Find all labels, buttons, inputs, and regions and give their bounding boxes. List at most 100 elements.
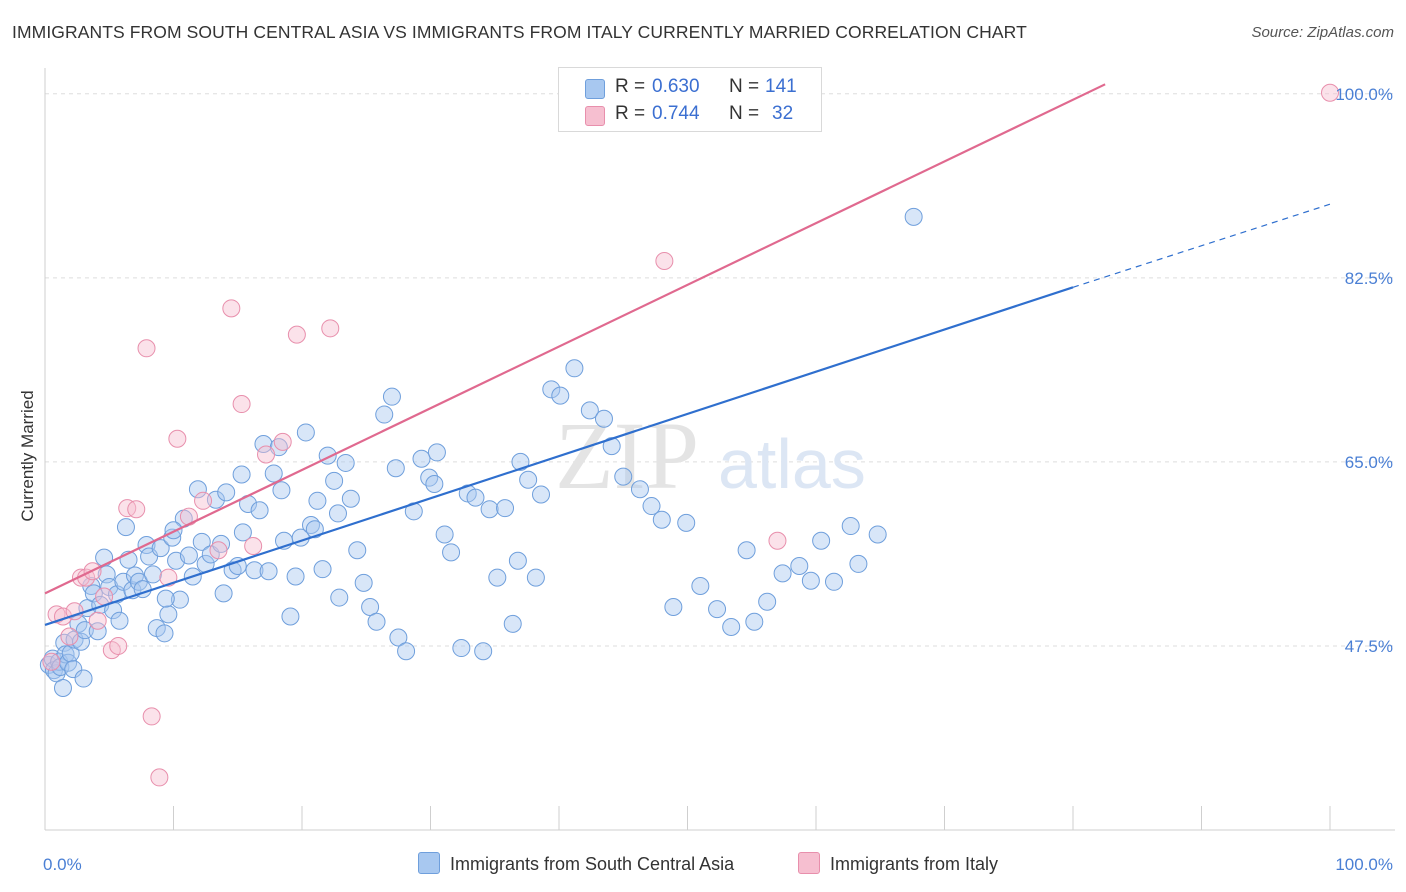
data-point-pink [88,611,107,630]
data-point-blue [790,557,809,576]
data-point-blue [192,532,211,551]
data-point-blue [325,471,344,490]
data-point-blue [519,470,538,489]
series-italy [42,83,1339,787]
data-point-blue [412,449,431,468]
data-point-pink [168,429,187,448]
data-point-blue [511,452,530,471]
data-point-blue [397,642,416,661]
data-point-blue [526,568,545,587]
data-point-blue [442,543,461,562]
y-tick-label: 100.0% [1335,85,1393,104]
data-point-blue [341,489,360,508]
data-point-blue [737,541,756,560]
data-point-blue [382,387,401,406]
data-point-blue [551,386,570,405]
data-point-blue [367,612,386,631]
data-point-blue [74,669,93,688]
data-point-blue [503,614,522,633]
data-point-blue [758,592,777,611]
data-point-blue [328,504,347,523]
data-point-blue [722,618,741,637]
data-point-pink [42,652,61,671]
legend-label-blue: Immigrants from South Central Asia [450,854,735,874]
data-point-blue [250,501,269,520]
data-point-blue [95,548,114,567]
x-tick-label: 100.0% [1335,855,1393,874]
data-point-blue [84,584,103,603]
data-point-blue [116,518,135,537]
data-point-blue [642,497,661,516]
legend-item-south-central-asia[interactable]: Immigrants from South Central Asia [418,852,734,875]
data-point-pink [273,432,292,451]
n-label: N = [729,76,760,97]
data-point-blue [904,207,923,226]
data-point-blue [425,474,444,493]
data-point-blue [110,611,129,630]
data-point-blue [466,488,485,507]
tick-labels: 47.5% 65.0% 82.5% 100.0% 0.0% 100.0% [43,85,1393,874]
data-point-pink [127,500,146,519]
data-point-blue [532,485,551,504]
legend-swatch-blue [418,852,440,874]
data-point-blue [88,622,107,641]
data-point-blue [214,584,233,603]
data-point-pink [655,252,674,271]
data-point-blue [264,464,283,483]
data-point-blue [308,491,327,510]
watermark: ZIP atlas [555,402,866,509]
data-point-blue [602,437,621,456]
data-point-blue [691,576,710,595]
n-label: N = [729,103,760,124]
n-value-blue: 141 [765,76,797,97]
watermark-atlas: atlas [718,425,866,503]
data-point-blue [496,499,515,518]
data-point-blue [159,605,178,624]
data-point-pink [109,636,128,655]
data-point-blue [375,405,394,424]
data-point-blue [217,483,236,502]
data-point-blue [480,500,499,519]
data-point-pink [321,319,340,338]
data-point-blue [286,567,305,586]
legend-label-pink: Immigrants from Italy [830,854,999,874]
data-point-blue [614,467,633,486]
data-point-blue [812,531,831,550]
data-point-pink [257,445,276,464]
data-point-blue [228,557,247,576]
y-tick-label: 82.5% [1345,269,1393,288]
data-point-blue [164,521,183,540]
data-point-blue [452,639,471,658]
r-label: R = [615,103,646,124]
data-point-blue [773,564,792,583]
pink-swatch [585,106,605,126]
data-point-blue [75,621,94,640]
data-point-blue [652,510,671,529]
trend-line-blue [44,286,1074,626]
data-point-blue [630,480,649,499]
data-point-blue [188,480,207,499]
data-point-blue [179,546,198,565]
data-point-pink [60,627,79,646]
data-point-pink [768,531,787,550]
data-point-blue [296,423,315,442]
data-point-blue [389,628,408,647]
y-tick-label: 65.0% [1345,453,1393,472]
data-point-blue [745,612,764,631]
data-point-blue [64,660,83,679]
data-point-pink [159,568,178,587]
data-point-blue [100,578,119,597]
data-point-blue [232,465,251,484]
data-point-blue [801,571,820,590]
data-point-blue [71,632,90,651]
data-point-blue [474,642,493,661]
data-point-blue [841,517,860,536]
data-point-blue [245,561,264,580]
data-point-blue [156,589,175,608]
data-point-pink [118,499,137,518]
legend-swatch-pink [798,852,820,874]
legend-item-italy[interactable]: Immigrants from Italy [798,852,998,875]
data-point-blue [849,554,868,573]
data-point-blue [508,551,527,570]
data-point-blue [330,588,349,607]
